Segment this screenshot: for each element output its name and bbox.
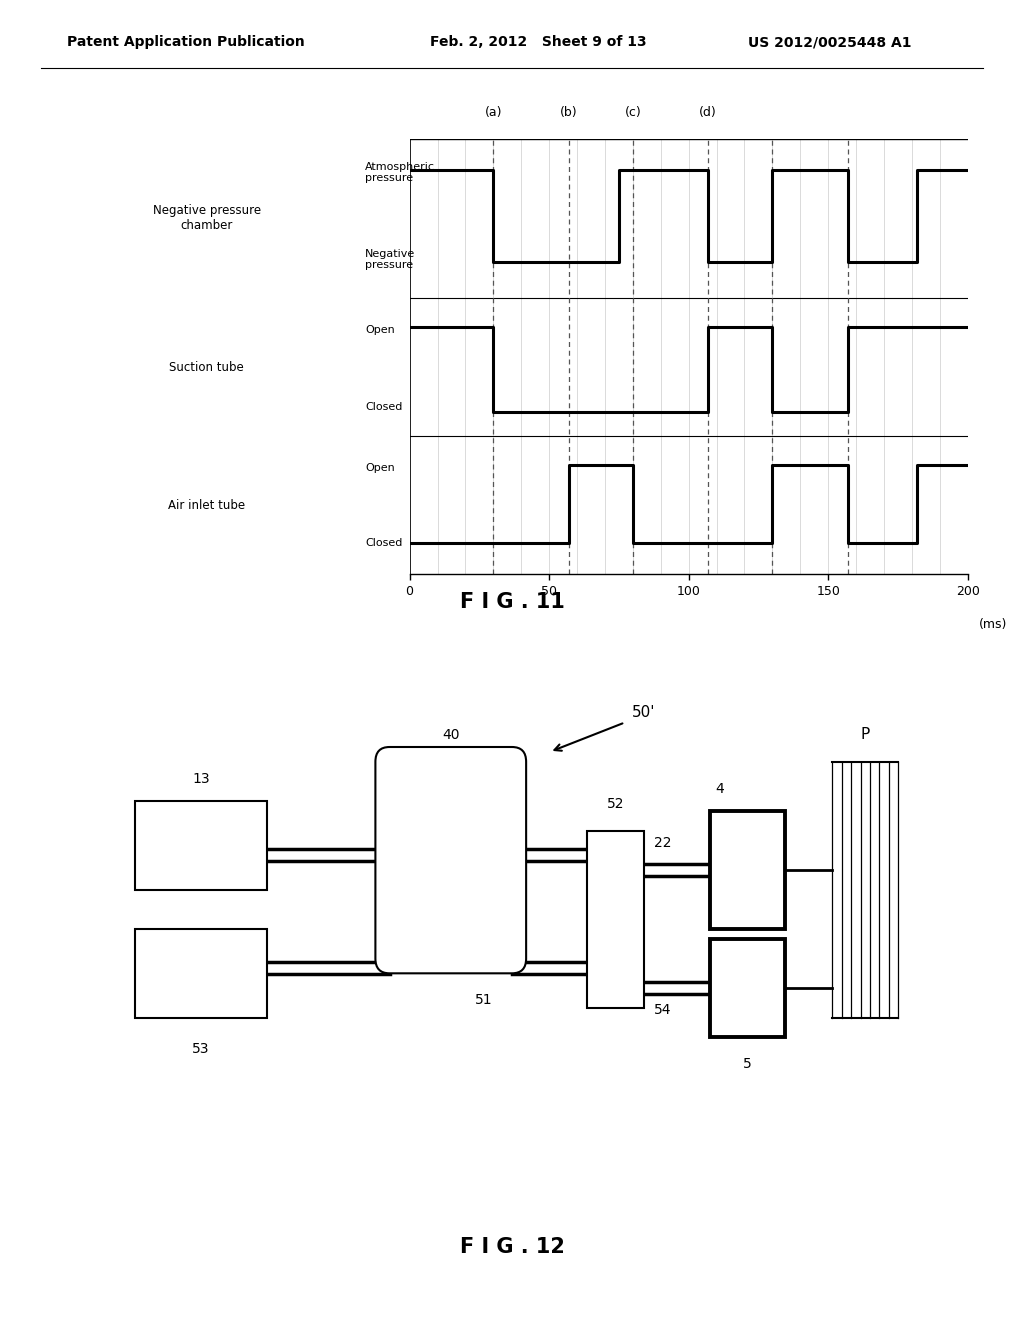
Text: 4: 4: [715, 783, 724, 796]
Text: 22: 22: [654, 837, 672, 850]
Text: 53: 53: [193, 1043, 210, 1056]
Text: Atmospheric
pressure: Atmospheric pressure: [366, 161, 435, 183]
Text: F I G . 12: F I G . 12: [460, 1237, 564, 1258]
Text: 13: 13: [193, 772, 210, 787]
Text: (b): (b): [560, 106, 578, 119]
Text: Patent Application Publication: Patent Application Publication: [67, 36, 304, 49]
Bar: [135, 929, 267, 1018]
Text: 50': 50': [632, 705, 655, 721]
Text: Closed: Closed: [366, 537, 402, 548]
Text: (d): (d): [699, 106, 717, 119]
Text: (a): (a): [484, 106, 502, 119]
Bar: [588, 830, 644, 1007]
Text: 40: 40: [442, 729, 460, 742]
Text: Negative pressure
chamber: Negative pressure chamber: [153, 205, 261, 232]
Text: (ms): (ms): [979, 618, 1008, 631]
Text: 54: 54: [654, 1003, 672, 1016]
Text: P: P: [860, 727, 870, 742]
Text: F I G . 11: F I G . 11: [460, 591, 564, 612]
Text: 5: 5: [743, 1057, 752, 1071]
Bar: [710, 939, 785, 1038]
Text: Negative
pressure: Negative pressure: [366, 248, 416, 271]
Text: Air inlet tube: Air inlet tube: [168, 499, 246, 512]
Text: US 2012/0025448 A1: US 2012/0025448 A1: [748, 36, 911, 49]
Text: Suction tube: Suction tube: [170, 362, 244, 374]
Text: (c): (c): [625, 106, 641, 119]
Text: Closed: Closed: [366, 403, 402, 412]
Text: Open: Open: [366, 463, 395, 473]
Bar: [135, 801, 267, 890]
Text: Feb. 2, 2012   Sheet 9 of 13: Feb. 2, 2012 Sheet 9 of 13: [430, 36, 647, 49]
Text: 51: 51: [475, 993, 493, 1007]
FancyBboxPatch shape: [376, 747, 526, 973]
Text: Open: Open: [366, 325, 395, 335]
Bar: [710, 810, 785, 929]
Text: 52: 52: [607, 797, 625, 810]
